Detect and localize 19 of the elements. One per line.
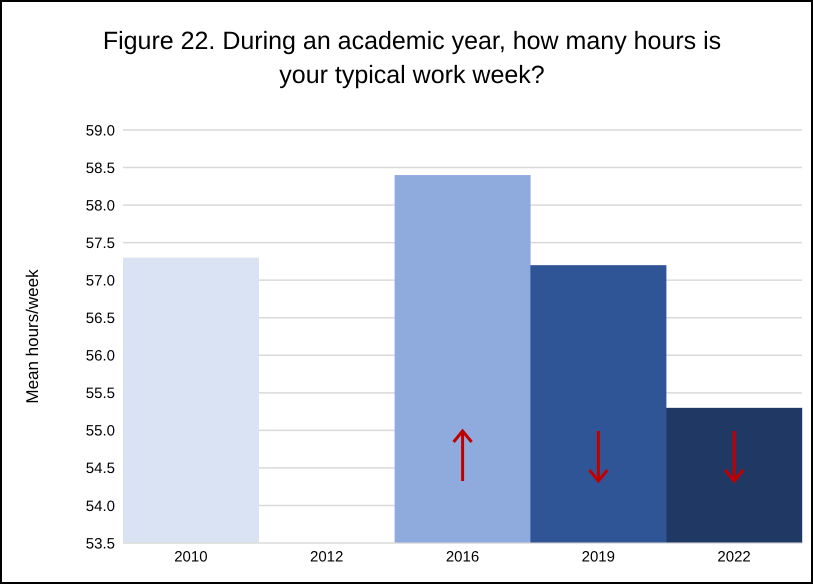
y-tick-label: 57.5 <box>86 234 115 252</box>
y-tick-label: 56.0 <box>86 348 115 365</box>
y-tick-label: 53.5 <box>86 535 115 552</box>
x-tick-label: 2012 <box>310 548 344 566</box>
y-tick-label: 58.5 <box>86 160 115 177</box>
y-tick-label: 55.5 <box>86 385 115 402</box>
x-tick-label: 2022 <box>717 548 751 566</box>
y-axis-title: Mean hours/week <box>23 268 42 404</box>
y-tick-label: 54.5 <box>86 460 115 478</box>
x-tick-label: 2010 <box>174 548 208 566</box>
y-tick-label: 58.0 <box>86 197 115 214</box>
y-tick-label: 59.0 <box>86 122 115 140</box>
chart-title: Figure 22. During an academic year, how many hours is your typical work week? <box>102 26 722 91</box>
y-tick-label: 55.0 <box>86 422 115 440</box>
y-tick-label: 56.5 <box>86 310 115 328</box>
x-tick-label: 2019 <box>582 548 615 566</box>
y-tick-label: 54.0 <box>86 498 115 515</box>
x-tick-label: 2016 <box>446 548 480 566</box>
y-tick-label: 57.0 <box>86 272 115 290</box>
